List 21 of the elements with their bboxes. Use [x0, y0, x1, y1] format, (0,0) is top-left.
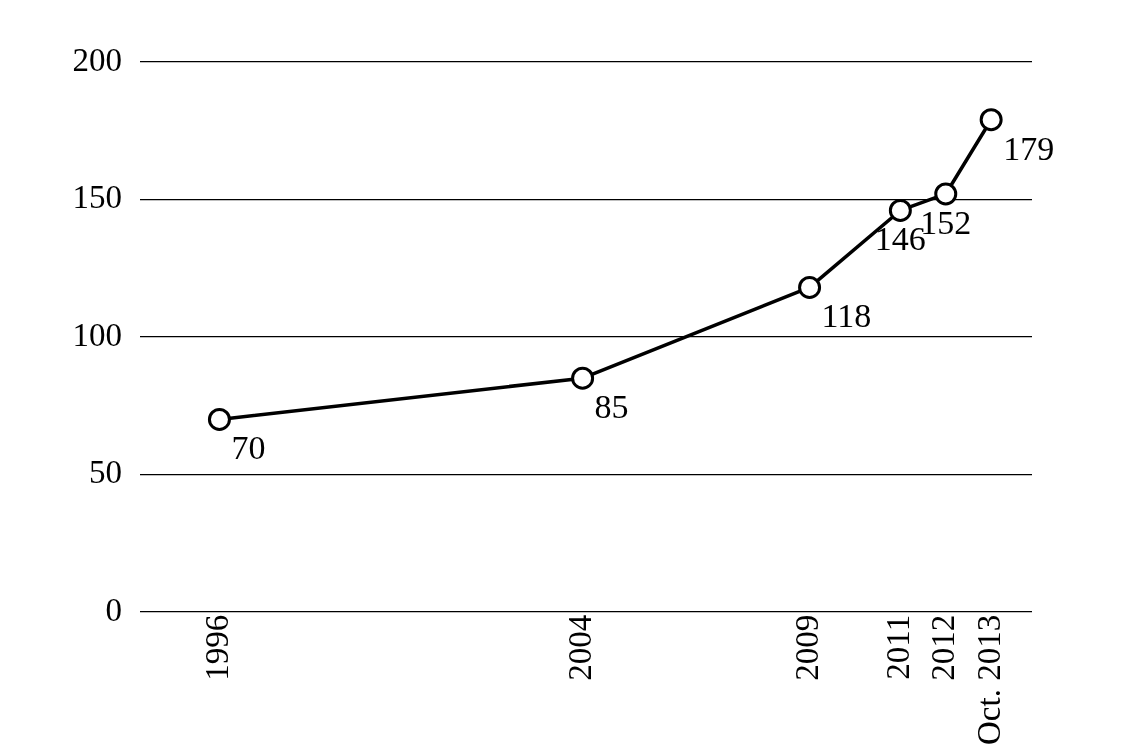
x-tick-label: 2012	[925, 614, 962, 681]
data-label: 85	[594, 388, 629, 426]
y-tick-label: 150	[72, 179, 122, 216]
point	[798, 275, 822, 299]
x-tick-label: 2004	[562, 614, 599, 681]
data-label: 70	[231, 429, 266, 467]
y-tick-label: 100	[72, 316, 122, 353]
y-tick-label: 50	[89, 454, 122, 491]
x-tick-label: Oct. 2013	[970, 614, 1007, 746]
data-label: 118	[821, 297, 872, 335]
point	[207, 407, 231, 431]
x-tick-label: 2009	[789, 614, 826, 681]
data-label: 179	[1003, 129, 1055, 167]
point	[934, 182, 958, 206]
x-tick-label: 2011	[880, 614, 917, 680]
x-tick-label: 1996	[199, 614, 236, 681]
y-tick-label: 0	[105, 591, 122, 628]
y-tick-label: 200	[72, 41, 122, 78]
point	[979, 108, 1003, 132]
point	[888, 198, 912, 222]
point	[571, 366, 595, 390]
